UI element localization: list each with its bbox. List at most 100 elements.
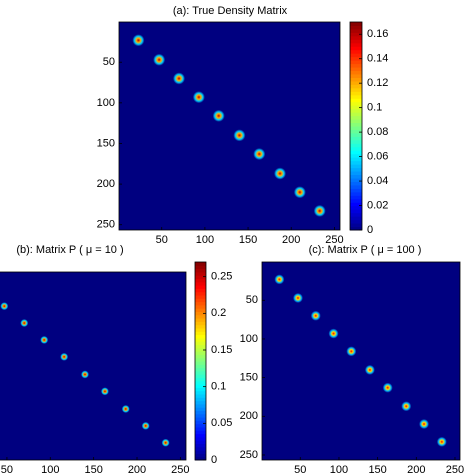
colorbar-segment: [195, 298, 206, 303]
colorbar-segment: [350, 74, 362, 78]
density-peak: [364, 364, 375, 375]
colorbar-segment: [195, 390, 206, 395]
density-peak: [310, 310, 321, 321]
colorbar-segment: [195, 367, 206, 372]
colorbar-frame: [349, 21, 363, 231]
colorbar-segment: [350, 157, 362, 162]
colorbar-segment: [350, 226, 362, 231]
colorbar-segment: [350, 171, 362, 176]
colorbar-segment: [350, 84, 362, 89]
colorbar-segment: [195, 384, 206, 388]
colorbar-tick-label: 0.25: [211, 271, 232, 283]
colorbar-segment: [350, 153, 362, 158]
density-peak: [346, 346, 357, 357]
colorbar-segment: [350, 70, 362, 75]
colorbar-segment: [195, 394, 206, 398]
colorbar-segment: [195, 370, 206, 375]
colorbar-segment: [350, 205, 362, 210]
y-tick-label: 50: [103, 56, 115, 68]
colorbar-segment: [195, 281, 206, 286]
colorbar-segment: [195, 387, 206, 392]
x-tick-label: 200: [128, 464, 146, 474]
colorbar-segment: [350, 67, 362, 72]
x-tick-label: 100: [196, 234, 214, 246]
colorbar-tick-label: 0.14: [367, 53, 388, 65]
y-tick-label: 250: [97, 219, 115, 231]
colorbar-tick-label: 0: [211, 454, 217, 466]
colorbar-tick-label: 0.1: [211, 381, 226, 393]
colorbar-segment: [195, 364, 206, 369]
x-tick-label: 200: [407, 464, 425, 474]
colorbar-segment: [195, 410, 206, 415]
x-tick-label: 50: [294, 464, 306, 474]
colorbar-segment: [195, 450, 206, 454]
colorbar-tick-label: 0.15: [211, 344, 232, 356]
colorbar-segment: [195, 331, 206, 336]
colorbar-segment: [195, 433, 206, 438]
colorbar-segment: [350, 202, 362, 207]
colorbar-segment: [195, 377, 206, 382]
colorbar-segment: [350, 164, 362, 169]
density-peak: [161, 438, 170, 447]
colorbar-segment: [350, 42, 362, 47]
colorbar-segment: [195, 453, 206, 458]
colorbar-segment: [350, 112, 362, 117]
x-tick-label: 250: [325, 234, 343, 246]
x-tick-label: 150: [239, 234, 257, 246]
x-tick-label: 50: [1, 464, 13, 474]
density-peak: [141, 421, 150, 430]
colorbar-segment: [350, 22, 362, 26]
density-peak: [233, 129, 246, 142]
plot-background: [0, 272, 186, 460]
density-peak: [20, 319, 29, 328]
density-peak: [153, 53, 166, 66]
colorbar-segment: [350, 136, 362, 141]
density-peak: [401, 401, 412, 412]
colorbar-segment: [350, 108, 362, 113]
colorbar-segment: [195, 446, 206, 451]
x-tick-label: 250: [446, 464, 464, 474]
x-tick-label: 50: [156, 234, 168, 246]
colorbar-segment: [195, 351, 206, 355]
colorbar-segment: [350, 77, 362, 82]
colorbar-segment: [350, 146, 362, 151]
plot-background: [262, 262, 460, 460]
colorbar-segment: [350, 150, 362, 155]
colorbar-segment: [350, 35, 362, 40]
colorbar-segment: [195, 413, 206, 418]
colorbar-segment: [350, 209, 362, 214]
colorbar-segment: [350, 132, 362, 137]
colorbar-segment: [350, 178, 362, 182]
colorbar-frame: [194, 261, 207, 461]
colorbar-segment: [195, 285, 206, 289]
colorbar-segment: [195, 314, 206, 319]
x-tick-label: 150: [368, 464, 386, 474]
x-tick-label: 150: [84, 464, 102, 474]
density-peak: [212, 109, 225, 122]
y-tick-label: 200: [240, 410, 258, 422]
colorbar-segment: [350, 63, 362, 68]
colorbar-segment: [195, 380, 206, 385]
colorbar-segment: [195, 400, 206, 405]
density-peak: [0, 302, 9, 311]
density-peak: [313, 204, 326, 217]
colorbar-segment: [195, 436, 206, 441]
colorbar-segment: [350, 223, 362, 228]
colorbar-segment: [195, 268, 206, 273]
plot-frame: [0, 271, 187, 461]
colorbar-segment: [350, 122, 362, 127]
colorbar-segment: [350, 167, 362, 172]
colorbar-tick-label: 0.06: [367, 150, 388, 162]
colorbar-segment: [195, 337, 206, 342]
density-peak: [382, 382, 393, 393]
x-tick-label: 100: [330, 464, 348, 474]
colorbar-segment: [350, 80, 362, 85]
colorbar-segment: [350, 46, 362, 51]
density-peak: [293, 186, 306, 199]
colorbar-segment: [350, 143, 362, 148]
colorbar-tick-label: 0.05: [211, 417, 232, 429]
colorbar-segment: [350, 91, 362, 96]
colorbar-segment: [195, 308, 206, 312]
colorbar-segment: [350, 191, 362, 196]
